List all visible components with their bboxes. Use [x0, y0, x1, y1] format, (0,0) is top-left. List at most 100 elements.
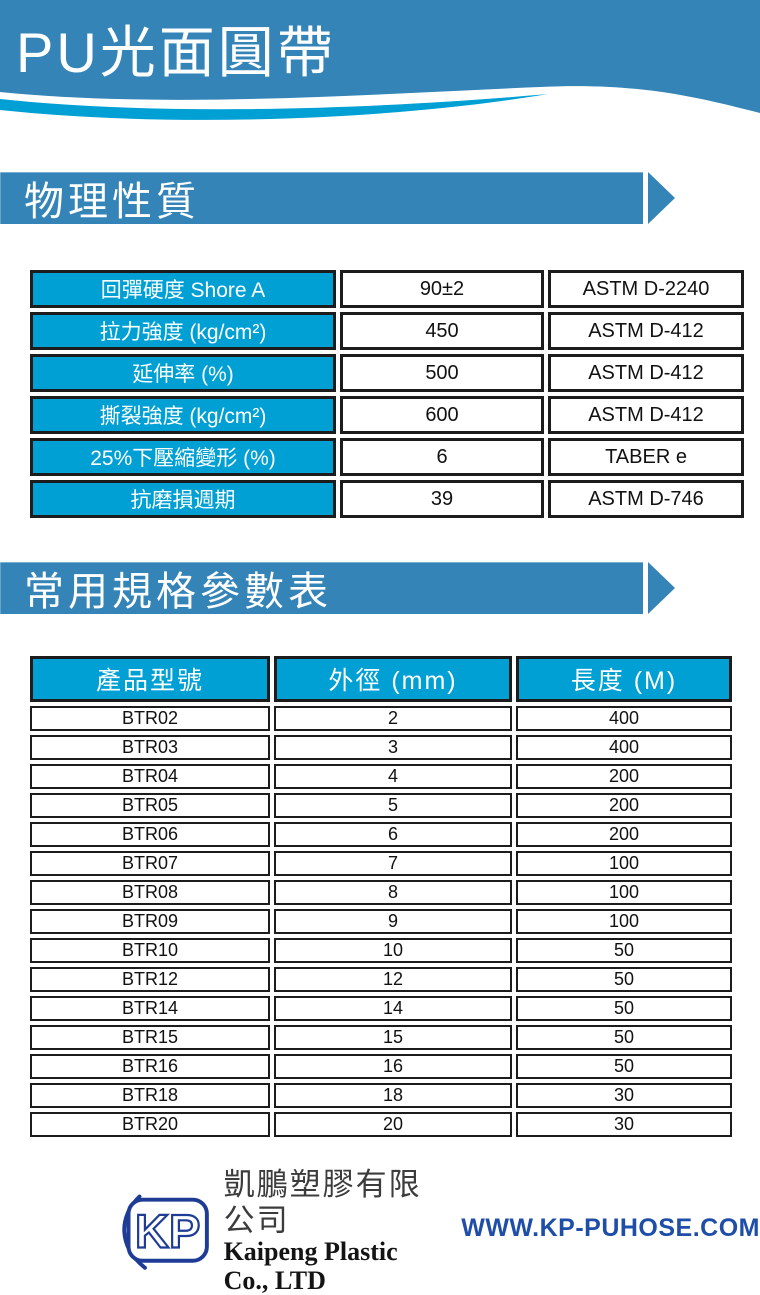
company-name-en: Kaipeng Plastic Co., LTD — [223, 1237, 398, 1295]
value-cell: 500 — [340, 354, 544, 392]
diameter-cell: 4 — [274, 764, 512, 789]
diameter-cell: 6 — [274, 822, 512, 847]
model-cell: BTR03 — [30, 735, 270, 760]
website-url: WWW.KP-PUHOSE.COM — [461, 1213, 760, 1242]
property-cell: 撕裂強度 (kg/cm²) — [30, 396, 336, 434]
length-cell: 100 — [516, 909, 732, 934]
table-row: BTR16 16 50 — [30, 1054, 732, 1079]
arrow-right-icon — [648, 562, 675, 614]
section-header-spec-table: 常用規格參數表 — [0, 562, 760, 614]
diameter-cell: 7 — [274, 851, 512, 876]
length-cell: 100 — [516, 880, 732, 905]
length-cell: 50 — [516, 1025, 732, 1050]
value-cell: 90±2 — [340, 270, 544, 308]
length-cell: 200 — [516, 822, 732, 847]
table-row: BTR02 2 400 — [30, 706, 732, 731]
table-row: BTR06 6 200 — [30, 822, 732, 847]
diameter-cell: 10 — [274, 938, 512, 963]
physical-properties-table: 回彈硬度 Shore A 90±2 ASTM D-2240 拉力強度 (kg/c… — [26, 266, 748, 522]
model-cell: BTR04 — [30, 764, 270, 789]
table-header-row: 產品型號 外徑 (mm) 長度 (M) — [30, 656, 732, 702]
kp-logo: KP — [122, 1194, 209, 1271]
table-row: BTR20 20 30 — [30, 1112, 732, 1137]
length-cell: 50 — [516, 967, 732, 992]
table-row: BTR14 14 50 — [30, 996, 732, 1021]
diameter-cell: 3 — [274, 735, 512, 760]
model-cell: BTR14 — [30, 996, 270, 1021]
model-cell: BTR09 — [30, 909, 270, 934]
page-title: PU光面圓帶 — [16, 21, 336, 84]
model-cell: BTR07 — [30, 851, 270, 876]
column-header-diameter: 外徑 (mm) — [274, 656, 512, 702]
model-cell: BTR12 — [30, 967, 270, 992]
length-cell: 30 — [516, 1112, 732, 1137]
table-row: BTR12 12 50 — [30, 967, 732, 992]
section-bar: 物理性質 — [0, 172, 643, 224]
company-name-block: 凱鵬塑膠有限公司 Kaipeng Plastic Co., LTD — [224, 1167, 446, 1295]
model-cell: BTR18 — [30, 1083, 270, 1108]
table-row: BTR10 10 50 — [30, 938, 732, 963]
section-title: 常用規格參數表 — [24, 570, 332, 614]
diameter-cell: 12 — [274, 967, 512, 992]
length-cell: 400 — [516, 706, 732, 731]
spec-table: 產品型號 外徑 (mm) 長度 (M) BTR02 2 400 BTR03 3 … — [26, 652, 736, 1141]
length-cell: 400 — [516, 735, 732, 760]
table-row: 回彈硬度 Shore A 90±2 ASTM D-2240 — [30, 270, 744, 308]
company-name-zh: 凱鵬塑膠有限公司 — [223, 1167, 422, 1238]
length-cell: 200 — [516, 764, 732, 789]
value-cell: 450 — [340, 312, 544, 350]
property-cell: 回彈硬度 Shore A — [30, 270, 336, 308]
length-cell: 50 — [516, 938, 732, 963]
table-row: 抗磨損週期 39 ASTM D-746 — [30, 480, 744, 518]
model-cell: BTR02 — [30, 706, 270, 731]
diameter-cell: 5 — [274, 793, 512, 818]
model-cell: BTR10 — [30, 938, 270, 963]
table-row: 拉力強度 (kg/cm²) 450 ASTM D-412 — [30, 312, 744, 350]
table-row: BTR07 7 100 — [30, 851, 732, 876]
header-wave-graphic — [0, 0, 760, 120]
standard-cell: ASTM D-412 — [548, 354, 744, 392]
diameter-cell: 2 — [274, 706, 512, 731]
diameter-cell: 20 — [274, 1112, 512, 1137]
diameter-cell: 16 — [274, 1054, 512, 1079]
diameter-cell: 9 — [274, 909, 512, 934]
column-header-model: 產品型號 — [30, 656, 270, 702]
model-cell: BTR16 — [30, 1054, 270, 1079]
table-row: BTR05 5 200 — [30, 793, 732, 818]
diameter-cell: 14 — [274, 996, 512, 1021]
model-cell: BTR08 — [30, 880, 270, 905]
length-cell: 200 — [516, 793, 732, 818]
value-cell: 6 — [340, 438, 544, 476]
length-cell: 100 — [516, 851, 732, 876]
property-cell: 延伸率 (%) — [30, 354, 336, 392]
value-cell: 600 — [340, 396, 544, 434]
diameter-cell: 15 — [274, 1025, 512, 1050]
property-cell: 拉力強度 (kg/cm²) — [30, 312, 336, 350]
model-cell: BTR15 — [30, 1025, 270, 1050]
table-row: BTR08 8 100 — [30, 880, 732, 905]
table-row: BTR03 3 400 — [30, 735, 732, 760]
model-cell: BTR20 — [30, 1112, 270, 1137]
arrow-right-icon — [648, 172, 675, 224]
table-row: BTR09 9 100 — [30, 909, 732, 934]
property-cell: 25%下壓縮變形 (%) — [30, 438, 336, 476]
length-cell: 50 — [516, 996, 732, 1021]
length-cell: 30 — [516, 1083, 732, 1108]
table-row: 25%下壓縮變形 (%) 6 TABER e — [30, 438, 744, 476]
standard-cell: TABER e — [548, 438, 744, 476]
table-row: 撕裂強度 (kg/cm²) 600 ASTM D-412 — [30, 396, 744, 434]
column-header-length: 長度 (M) — [516, 656, 732, 702]
table-row: BTR04 4 200 — [30, 764, 732, 789]
page-header: PU光面圓帶 — [0, 0, 760, 150]
standard-cell: ASTM D-2240 — [548, 270, 744, 308]
diameter-cell: 8 — [274, 880, 512, 905]
value-cell: 39 — [340, 480, 544, 518]
section-title: 物理性質 — [24, 180, 200, 224]
model-cell: BTR06 — [30, 822, 270, 847]
standard-cell: ASTM D-746 — [548, 480, 744, 518]
footer: KP 凱鵬塑膠有限公司 Kaipeng Plastic Co., LTD WWW… — [0, 1167, 760, 1295]
table-row: BTR18 18 30 — [30, 1083, 732, 1108]
section-header-physical-properties: 物理性質 — [0, 172, 760, 224]
property-cell: 抗磨損週期 — [30, 480, 336, 518]
